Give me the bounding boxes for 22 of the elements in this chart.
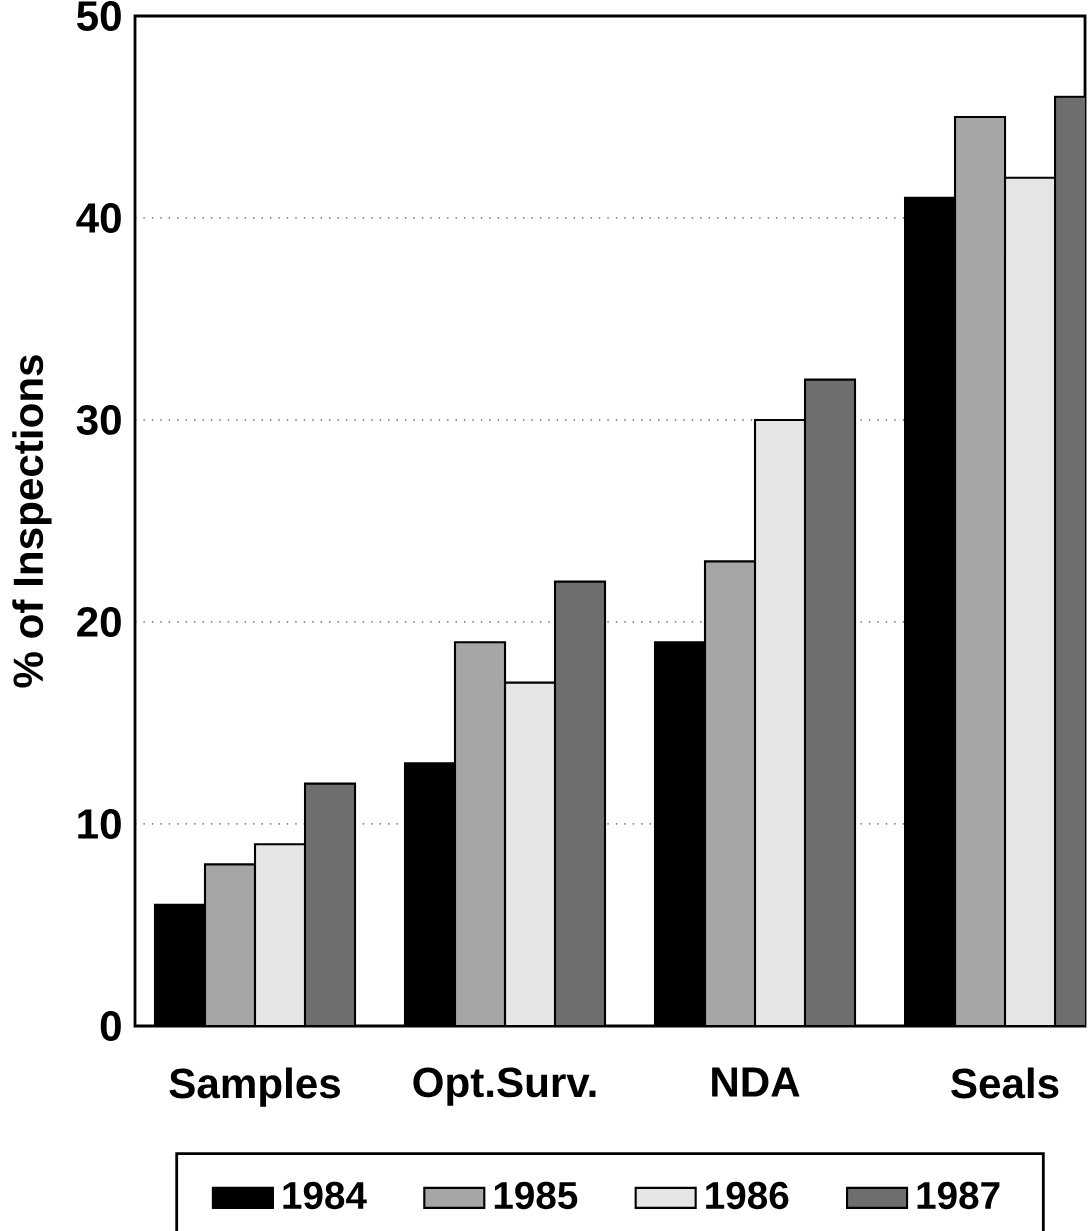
y-tick-label: 50 <box>76 1 121 31</box>
y-tick-label: 10 <box>78 809 121 839</box>
x-tick-label: Seals <box>951 1067 1059 1099</box>
y-tick-label: 40 <box>76 203 121 233</box>
bar <box>203 863 257 1026</box>
legend-label: 1984 <box>283 1181 367 1210</box>
bar <box>453 641 507 1026</box>
legend-label: 1987 <box>917 1181 1000 1210</box>
legend-label: 1986 <box>706 1181 789 1210</box>
y-axis-title: % of Inspections <box>12 355 52 688</box>
x-tick-label: NDA <box>712 1067 800 1097</box>
bar <box>253 843 307 1026</box>
x-tick-label: Samples <box>169 1067 340 1107</box>
bar <box>953 115 1007 1026</box>
y-tick-label: 20 <box>77 607 121 637</box>
y-tick-label: 30 <box>76 405 121 435</box>
y-tick-label: 0 <box>100 1011 121 1041</box>
bar <box>503 681 557 1026</box>
bar <box>753 418 807 1026</box>
bar <box>703 560 757 1026</box>
x-tick-label: Opt.Surv. <box>413 1067 596 1106</box>
legend-label: 1985 <box>494 1181 578 1210</box>
